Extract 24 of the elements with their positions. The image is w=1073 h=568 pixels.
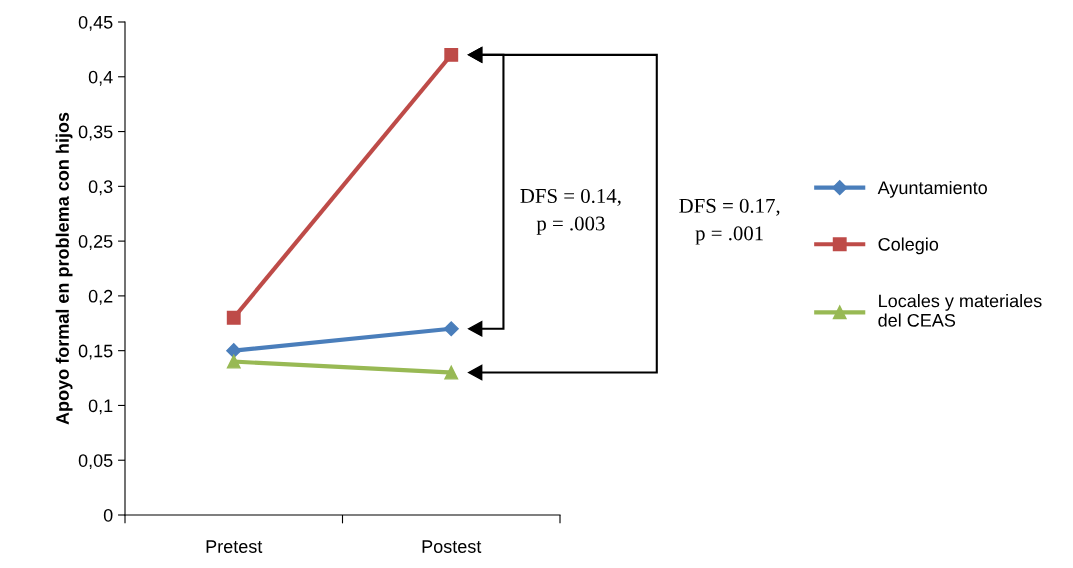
legend-label: Colegio xyxy=(878,237,939,255)
x-tick-label: Postest xyxy=(422,540,482,553)
point xyxy=(444,47,459,62)
legend-label: Locales y materiales del CEAS xyxy=(878,294,1042,327)
y-tick-label: 0,3 xyxy=(88,180,113,196)
y-tick-label: 0,1 xyxy=(88,399,113,415)
y-tick-label: 0,4 xyxy=(88,70,113,86)
point xyxy=(226,343,242,359)
y-tick-label: 0,45 xyxy=(78,15,113,31)
annotation: DFS = 0.14, p = .003 xyxy=(520,188,621,235)
point xyxy=(226,354,241,369)
text: DFS = 0.17, p = .001 xyxy=(679,198,780,245)
point xyxy=(444,365,459,380)
point xyxy=(226,310,241,325)
y-tick-label: 0,2 xyxy=(88,289,113,305)
y-tick-label: 0,05 xyxy=(78,454,113,470)
y-tick-label: 0,25 xyxy=(78,235,113,250)
y-tick-label: 0 xyxy=(103,508,113,522)
y-tick-label: 0,35 xyxy=(78,125,113,141)
y-tick-label: 0,15 xyxy=(78,344,113,360)
x-tick-label: Pretest xyxy=(206,540,263,553)
point xyxy=(443,321,459,337)
legend-label: Ayuntamiento xyxy=(877,180,987,198)
y-axis-title: Apoyo formal en problema con hijos xyxy=(55,112,73,425)
